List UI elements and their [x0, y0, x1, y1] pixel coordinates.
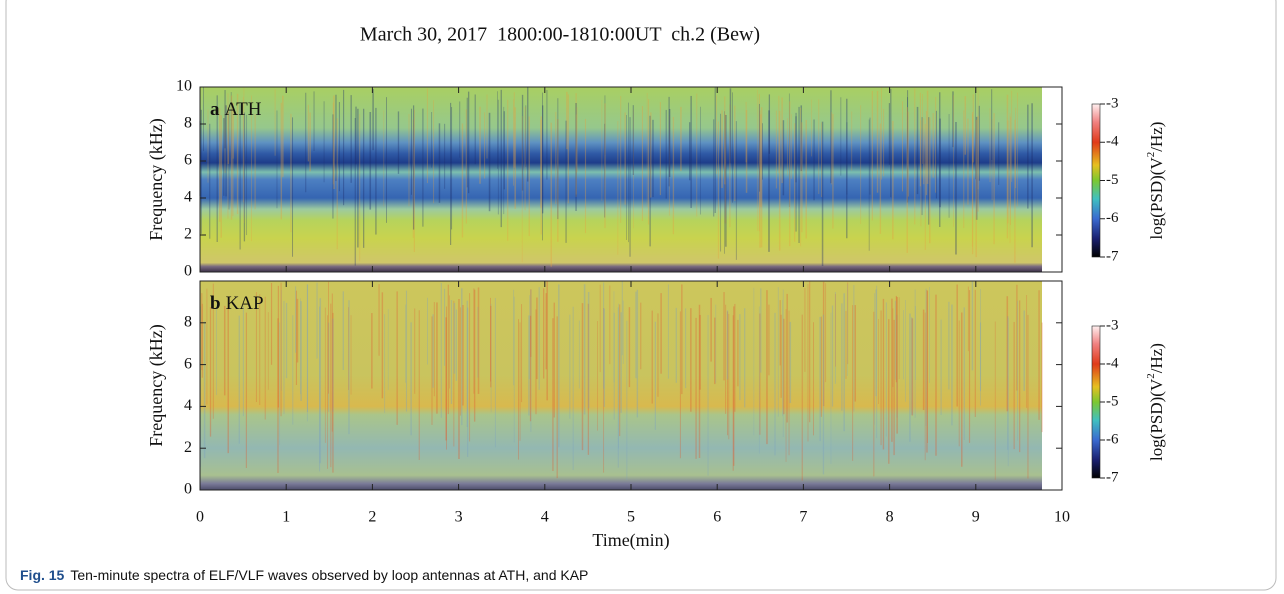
figure-frame: [5, 0, 1277, 591]
y-tick-label: 4: [184, 397, 192, 414]
colorbar-tick-label: -5: [1106, 393, 1119, 409]
x-tick-label: 8: [886, 509, 894, 526]
colorbar-tick-label: -4: [1106, 355, 1119, 371]
colorbar-label-part: /Hz): [1147, 343, 1166, 373]
y-tick-label: 6: [184, 355, 192, 372]
x-tick-label: 10: [1054, 509, 1070, 526]
panel-label: a ATH: [210, 99, 262, 120]
colorbar-tick-label: -6: [1106, 210, 1119, 226]
colorbar-label-sup: 2: [1145, 373, 1157, 379]
caption-label: Fig. 15: [20, 567, 65, 583]
caption-text: Ten-minute spectra of ELF/VLF waves obse…: [70, 567, 588, 583]
spectrogram: [200, 87, 1042, 272]
y-tick-label: 8: [184, 115, 192, 132]
colorbar-tick-label: -6: [1106, 431, 1119, 447]
colorbar-label-part: log(PSD)(V: [1147, 157, 1166, 240]
y-tick-label: 10: [176, 78, 192, 95]
x-tick-label: 3: [455, 509, 463, 526]
panel-station: ATH: [225, 99, 262, 120]
x-tick-label: 5: [627, 509, 635, 526]
colorbar-label: log(PSD)(V2/Hz): [1145, 343, 1166, 461]
y-tick-label: 4: [184, 189, 192, 206]
colorbar-tick-label: -7: [1106, 469, 1119, 485]
colorbar-label: log(PSD)(V2/Hz): [1145, 122, 1166, 240]
x-tick-label: 4: [541, 509, 549, 526]
y-axis-label: Frequency (kHz): [146, 118, 167, 240]
y-tick-label: 6: [184, 152, 192, 169]
colorbar-label-sup: 2: [1145, 152, 1157, 158]
colorbar: [1091, 325, 1101, 479]
colorbar-label-part: log(PSD)(V: [1147, 378, 1166, 461]
colorbar-tick-label: -4: [1106, 134, 1119, 150]
x-tick-label: 7: [799, 509, 807, 526]
y-tick-label: 0: [184, 481, 192, 498]
colorbar-label-part: /Hz): [1147, 122, 1166, 152]
x-tick-label: 1: [282, 509, 290, 526]
chart-title: March 30, 2017 1800:00-1810:00UT ch.2 (B…: [360, 24, 760, 46]
caption: Fig. 15 Ten-minute spectra of ELF/VLF wav…: [20, 567, 588, 583]
spectrogram: [200, 281, 1042, 490]
y-tick-label: 8: [184, 313, 192, 330]
x-tick-label: 9: [972, 509, 980, 526]
colorbar-tick-label: -3: [1106, 317, 1119, 333]
colorbar-tick-label: -3: [1106, 95, 1119, 111]
y-tick-label: 0: [184, 263, 192, 280]
y-axis-label: Frequency (kHz): [146, 324, 167, 446]
y-tick-label: 2: [184, 226, 192, 243]
x-tick-label: 0: [196, 509, 204, 526]
x-axis-label: Time(min): [592, 530, 669, 551]
colorbar: [1091, 103, 1101, 258]
panel-label: b KAP: [210, 293, 264, 314]
panel-letter: b: [210, 293, 221, 314]
x-tick-label: 2: [368, 509, 376, 526]
y-tick-label: 2: [184, 439, 192, 456]
colorbar-tick-label: -7: [1106, 248, 1119, 264]
x-tick-label: 6: [713, 509, 721, 526]
panel-station: KAP: [226, 293, 264, 314]
panel-letter: a: [210, 99, 220, 120]
colorbar-tick-label: -5: [1106, 172, 1119, 188]
